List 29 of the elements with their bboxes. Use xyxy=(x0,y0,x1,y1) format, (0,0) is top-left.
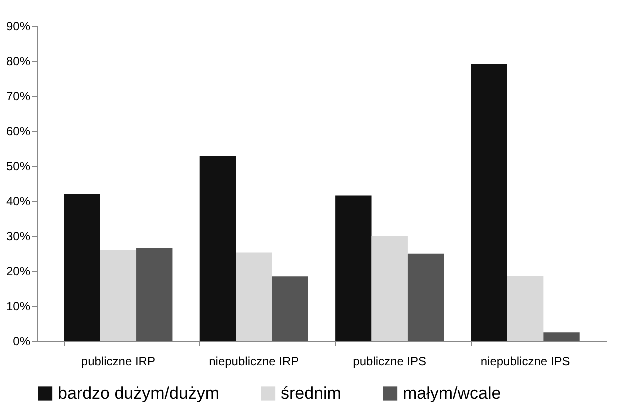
x-tick-label: niepubliczne IPS xyxy=(480,354,570,368)
y-tick-label: 10% xyxy=(6,300,31,314)
bar xyxy=(136,248,173,341)
bar xyxy=(100,250,137,341)
y-tick-label: 90% xyxy=(6,20,31,34)
x-tick-label: niepubliczne IRP xyxy=(209,354,300,368)
bar xyxy=(336,196,372,341)
y-tick-label: 70% xyxy=(6,90,31,104)
y-tick-label: 0% xyxy=(13,334,31,348)
bar xyxy=(471,64,508,341)
legend-label: małym/wcale xyxy=(403,384,502,403)
y-tick-label: 30% xyxy=(6,230,31,244)
y-tick-label: 80% xyxy=(6,54,31,68)
bar xyxy=(507,276,544,341)
y-tick-label: 20% xyxy=(6,264,31,278)
bar xyxy=(272,276,308,341)
bar xyxy=(200,156,236,341)
x-tick-label: publiczne IPS xyxy=(353,354,427,368)
legend-label: bardzo dużym/dużym xyxy=(58,384,220,403)
bar xyxy=(236,252,272,341)
bar xyxy=(544,332,580,341)
x-tick-label: publiczne IRP xyxy=(81,354,156,368)
y-tick-label: 50% xyxy=(6,160,31,174)
y-tick-label: 60% xyxy=(6,124,31,138)
bar xyxy=(64,194,100,341)
legend-label: średnim xyxy=(281,384,342,403)
y-tick-label: 40% xyxy=(6,194,31,208)
bar xyxy=(408,254,444,341)
bar xyxy=(372,236,408,341)
